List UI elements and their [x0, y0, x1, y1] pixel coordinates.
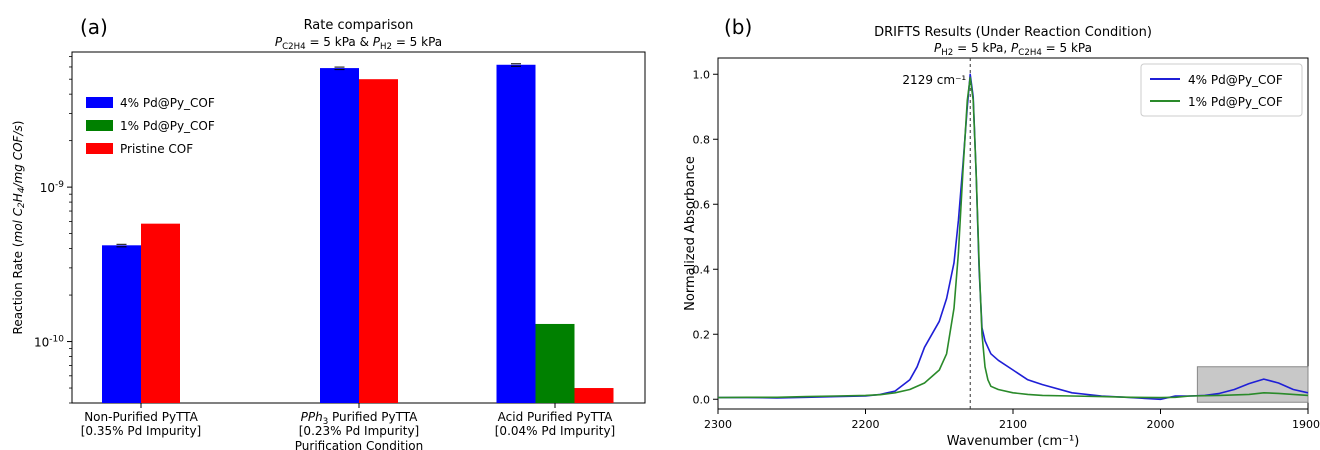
peak-annotation: 2129 cm⁻¹	[902, 73, 966, 87]
x-axis-label-a: Purification Condition	[295, 439, 423, 450]
x-tick-label-a-line2: [0.35% Pd Impurity]	[81, 424, 202, 438]
x-tick-label-a-line1: Non-Purified PyTTA	[84, 410, 198, 424]
y-tick-label-b: 0.0	[693, 393, 711, 406]
bar-4-pd-py-cof-2	[497, 65, 536, 403]
y-tick-label-b: 0.8	[693, 133, 711, 146]
y-tick-label-b: 0.2	[693, 328, 711, 341]
chart-subtitle-b: PH2 = 5 kPa, PC2H4 = 5 kPa	[934, 41, 1092, 58]
x-tick-label-b: 1900	[1292, 418, 1320, 431]
legend-swatch-a-2	[86, 143, 113, 154]
bar-1-pd-py-cof-2	[536, 324, 575, 403]
bar-4-pd-py-cof-0	[102, 245, 141, 403]
chart-subtitle-a: PC2H4 = 5 kPa & PH2 = 5 kPa	[275, 35, 442, 52]
highlight-region	[1197, 367, 1308, 403]
series-line-1-pd-py-cof	[718, 78, 1308, 398]
legend-swatch-a-0	[86, 97, 113, 108]
x-axis-label-b: Wavenumber (cm⁻¹)	[947, 434, 1080, 449]
chart-title-a: Rate comparison	[304, 18, 414, 33]
x-tick-label-a-line1: Acid Purified PyTTA	[498, 410, 613, 424]
panel-label-a: (a)	[80, 15, 108, 39]
x-tick-label-b: 2300	[704, 418, 732, 431]
y-axis-label-b: Normalized Absorbance	[683, 156, 698, 311]
legend-label-a-0: 4% Pd@Py_COF	[120, 96, 215, 110]
y-tick-label-a: 10-10	[34, 334, 64, 349]
y-axis-label-a: Reaction Rate (mol C2H4/mg COF/s)	[11, 121, 27, 335]
x-tick-label-b: 2100	[999, 418, 1027, 431]
legend-label-b-0: 4% Pd@Py_COF	[1188, 73, 1283, 87]
x-tick-label-a-line2: [0.23% Pd Impurity]	[299, 424, 420, 438]
legend-label-a-1: 1% Pd@Py_COF	[120, 119, 215, 133]
bar-pristine-cof-1	[359, 79, 398, 403]
y-tick-label-b: 1.0	[693, 68, 711, 81]
x-tick-label-b: 2200	[852, 418, 880, 431]
bar-4-pd-py-cof-1	[320, 68, 359, 403]
chart-title-b: DRIFTS Results (Under Reaction Condition…	[874, 25, 1152, 40]
y-tick-label-a: 10-9	[40, 180, 65, 195]
panel-label-b: (b)	[724, 15, 752, 39]
legend-swatch-a-1	[86, 120, 113, 131]
legend-label-b-1: 1% Pd@Py_COF	[1188, 95, 1283, 109]
bar-pristine-cof-2	[575, 388, 614, 403]
x-tick-label-a-line2: [0.04% Pd Impurity]	[495, 424, 616, 438]
legend-label-a-2: Pristine COF	[120, 142, 193, 156]
bar-pristine-cof-0	[141, 224, 180, 403]
x-tick-label-b: 2000	[1147, 418, 1175, 431]
series-line-4-pd-py-cof	[718, 74, 1308, 399]
